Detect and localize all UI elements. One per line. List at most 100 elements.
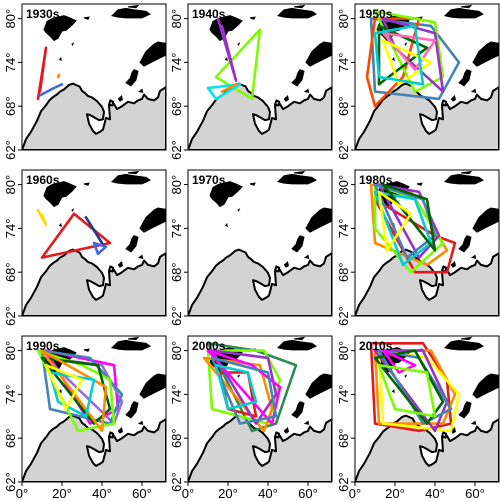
landmass-0 [355, 414, 499, 482]
track-1980s-4 [373, 183, 437, 259]
island-3 [293, 336, 306, 341]
island-6 [283, 261, 289, 268]
y-tick-label: 74° [336, 53, 351, 73]
panel-frame [187, 335, 333, 483]
island-3 [127, 4, 140, 9]
island-8 [305, 207, 332, 233]
x-tick-label: 20° [52, 486, 72, 501]
map-panel-1980s: 1980s 62° 68° 74° 80° [336, 169, 500, 326]
track-1960s-3 [92, 241, 108, 256]
island-7 [125, 69, 139, 87]
panel-frame [187, 169, 333, 317]
island-6 [117, 261, 123, 268]
island-7 [458, 401, 472, 419]
map-panel-body [22, 4, 166, 150]
track-2000s-4 [210, 349, 278, 425]
track-1950s-6 [381, 39, 433, 86]
y-tick-label: 74° [336, 219, 351, 239]
y-tick-label: 68° [336, 96, 351, 116]
island-3 [460, 170, 473, 175]
y-tick-label: 80° [3, 341, 18, 361]
island-3 [460, 4, 473, 9]
map-panel-1960s: 1960s 62° 68° 74° 80° [3, 169, 167, 326]
track-1940s-1 [216, 17, 238, 82]
landmass-1 [108, 265, 115, 273]
island-3 [293, 4, 306, 9]
island-6 [117, 427, 123, 434]
track-2010s-7 [377, 363, 437, 418]
panel-frame [21, 335, 167, 483]
panel-frame [354, 169, 500, 317]
map-panel-body [355, 170, 499, 316]
map-panel-2000s: 2000s 62° 68° 74° 80° 0° 20° 40° 60° [169, 335, 333, 501]
x-tick-label: 60° [132, 486, 152, 501]
island-8 [139, 207, 166, 233]
island-2 [444, 173, 484, 185]
x-tick-label: 0° [182, 486, 194, 501]
island-2 [277, 173, 317, 185]
track-1930s-1 [38, 83, 64, 97]
y-tick-label: 80° [336, 9, 351, 29]
landmass-0 [22, 82, 166, 150]
landmass-0 [188, 82, 332, 150]
map-panel-body [355, 336, 499, 482]
island-2 [111, 7, 151, 19]
island-8 [139, 41, 166, 67]
y-tick-label: 68° [336, 428, 351, 448]
island-1 [249, 16, 256, 20]
track-2000s-7 [214, 363, 258, 411]
island-2 [277, 7, 317, 19]
panel-decade-label: 1930s [26, 7, 60, 21]
map-panel-1970s: 1970s 62° 68° 74° 80° [169, 169, 333, 326]
landmass-0 [188, 248, 332, 316]
island-9 [470, 254, 477, 259]
island-7 [458, 235, 472, 253]
island-5 [237, 42, 241, 46]
y-tick-label: 62° [3, 140, 18, 160]
y-tick-label: 68° [336, 262, 351, 282]
map-panel-body [355, 4, 499, 150]
y-tick-label: 62° [336, 306, 351, 326]
y-tick-label: 80° [169, 175, 184, 195]
track-1990s-4 [40, 356, 112, 425]
track-1930s-0 [36, 46, 48, 101]
x-tick-label: 40° [92, 486, 112, 501]
island-7 [125, 401, 139, 419]
landmass-0 [355, 248, 499, 316]
island-6 [283, 427, 289, 434]
y-tick-label: 80° [336, 341, 351, 361]
island-1 [83, 348, 90, 352]
landmass-1 [274, 431, 281, 439]
island-5 [237, 208, 241, 212]
track-1980s-7 [377, 190, 413, 252]
island-1 [83, 16, 90, 20]
landmass-1 [108, 99, 115, 107]
island-4 [58, 56, 62, 62]
y-tick-label: 80° [3, 9, 18, 29]
landmass-1 [274, 99, 281, 107]
y-tick-label: 68° [169, 428, 184, 448]
island-7 [291, 69, 305, 87]
panel-decade-label: 1970s [192, 173, 226, 187]
track-2010s-0 [369, 341, 453, 433]
island-6 [450, 261, 456, 268]
map-panel-1950s: 1950s 62° 68° 74° 80° [336, 3, 500, 160]
map-panel-body [188, 336, 332, 482]
track-1980s-3 [377, 183, 441, 259]
landmass-1 [441, 431, 448, 439]
map-panel-1990s: 1990s 62° 68° 74° 80° 0° 20° 40° 60° [3, 335, 167, 501]
island-5 [404, 374, 408, 378]
x-tick-label: 60° [465, 486, 485, 501]
y-tick-label: 74° [169, 53, 184, 73]
landmass-1 [441, 265, 448, 273]
landmass-0 [22, 248, 166, 316]
island-7 [291, 401, 305, 419]
island-3 [127, 170, 140, 175]
island-5 [237, 374, 241, 378]
y-tick-label: 80° [169, 341, 184, 361]
island-0 [43, 15, 77, 42]
island-8 [472, 207, 499, 233]
island-4 [224, 56, 228, 62]
island-5 [71, 208, 75, 212]
map-panel-body [188, 4, 332, 150]
